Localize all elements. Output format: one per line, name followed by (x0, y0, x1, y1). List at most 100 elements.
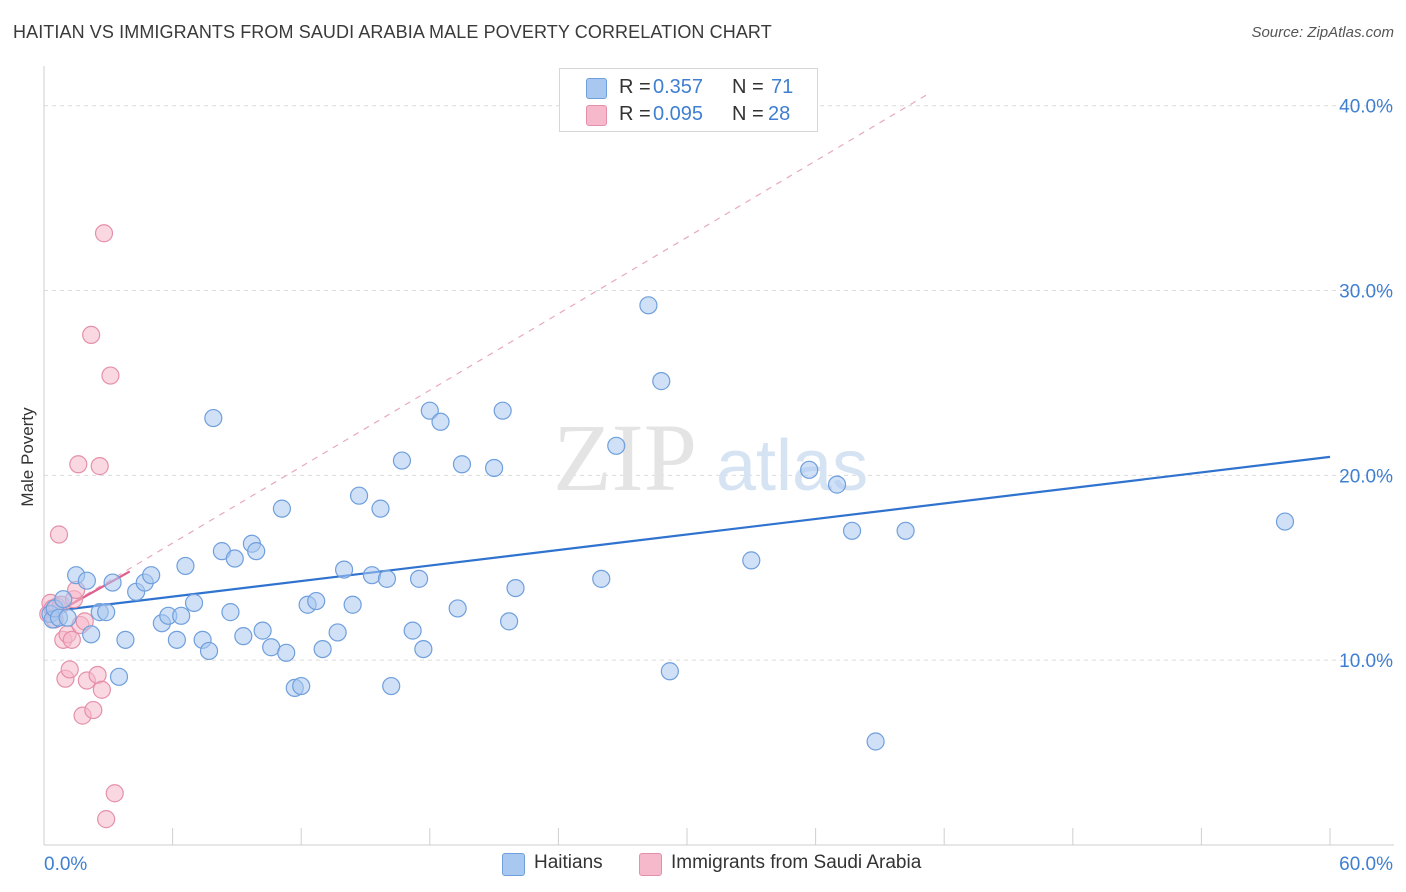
y-axis-label: Male Poverty (18, 407, 37, 507)
point-haitian (742, 551, 761, 570)
point-haitian (109, 667, 129, 686)
point-haitian (247, 542, 266, 561)
point-haitian (403, 621, 422, 640)
watermark-atlas: atlas (716, 426, 868, 506)
legend: R = 0.357 N = 71 R = 0.095 N = 28 (559, 68, 818, 132)
point-haitian (652, 372, 671, 391)
point-haitian (362, 566, 382, 585)
point-haitian (1275, 512, 1295, 531)
point-haitian (409, 569, 429, 588)
point-haitian (277, 643, 296, 662)
point-haitian (392, 451, 412, 470)
point-haitian (866, 732, 885, 751)
point-haitian (328, 623, 347, 642)
x-tick-label: 60.0% (1339, 854, 1393, 875)
legend-r-label: R = (619, 103, 651, 125)
point-haitian (77, 571, 96, 590)
point-saudi (69, 455, 88, 474)
point-haitian (225, 549, 244, 568)
legend-swatch-saudi (586, 105, 607, 126)
legend-r-value: 0.357 (653, 76, 704, 98)
point-haitian (827, 475, 847, 494)
data-points (39, 224, 1295, 829)
watermark: ZIP atlas (553, 404, 868, 511)
point-haitian (506, 579, 525, 598)
point-haitian (54, 590, 73, 609)
point-saudi (105, 784, 124, 803)
point-haitian (343, 595, 362, 614)
trend-line-haitians (43, 455, 1331, 614)
point-haitian (172, 606, 191, 625)
point-haitian (334, 560, 354, 579)
point-haitian (292, 676, 311, 696)
point-haitian (800, 460, 819, 479)
point-haitian (349, 486, 369, 505)
point-haitian (116, 630, 135, 649)
axes (43, 66, 1394, 846)
trend-lines (43, 94, 1331, 621)
point-haitian (500, 612, 519, 631)
y-tick-label: 10.0% (1339, 651, 1393, 672)
source-label: Source: ZipAtlas.com (1251, 24, 1394, 41)
point-haitian (167, 630, 186, 649)
tick-labels: 10.0% 20.0% 30.0% 40.0% 0.0% 60.0% (44, 97, 1393, 875)
legend-r-value: 0.095 (653, 103, 704, 125)
point-saudi (92, 680, 111, 699)
point-haitian (176, 556, 195, 576)
point-haitian (142, 566, 161, 585)
point-haitian (234, 627, 253, 646)
point-haitian (431, 412, 450, 431)
point-saudi (60, 660, 79, 679)
point-haitian (592, 569, 611, 588)
bottom-legend-swatch-saudi (639, 853, 662, 876)
point-haitian (896, 521, 915, 540)
point-saudi (90, 457, 109, 476)
point-haitian (842, 521, 862, 540)
point-haitian (82, 625, 101, 644)
point-haitian (382, 676, 401, 696)
point-saudi (94, 224, 114, 243)
point-saudi (101, 366, 120, 385)
x-tick-label: 0.0% (44, 854, 87, 875)
legend-n-label: N = (732, 76, 764, 98)
point-haitian (414, 639, 433, 659)
point-haitian (253, 621, 272, 640)
point-haitian (204, 408, 223, 428)
point-saudi (62, 630, 81, 649)
legend-n-value: 28 (768, 103, 791, 125)
point-haitian (377, 569, 397, 588)
point-saudi (84, 700, 103, 720)
point-haitian (199, 641, 219, 661)
legend-n-value: 71 (771, 76, 794, 98)
point-haitian (272, 499, 292, 518)
point-haitian (307, 591, 326, 611)
point-saudi (82, 325, 101, 344)
point-haitian (58, 608, 77, 627)
point-haitian (607, 436, 626, 455)
point-saudi (49, 525, 69, 544)
point-haitian (448, 599, 467, 618)
y-tick-label: 20.0% (1339, 466, 1393, 487)
point-haitian (221, 603, 240, 622)
bottom-legend-label-saudi: Immigrants from Saudi Arabia (671, 852, 922, 873)
watermark-zip: ZIP (553, 404, 697, 511)
bottom-legend-label-haitians: Haitians (534, 852, 603, 873)
point-haitian (97, 603, 116, 622)
point-haitian (313, 639, 332, 659)
point-haitian (184, 593, 204, 612)
point-haitian (493, 401, 512, 420)
legend-n-label: N = (732, 103, 764, 125)
chart-title: HAITIAN VS IMMIGRANTS FROM SAUDI ARABIA … (13, 22, 772, 42)
legend-r-label: R = (619, 76, 651, 98)
legend-swatch-haitians (586, 78, 607, 99)
y-tick-label: 30.0% (1339, 282, 1393, 303)
grid-lines (44, 105, 1394, 661)
bottom-legend-swatch-haitians (502, 853, 525, 876)
point-haitian (371, 499, 390, 518)
point-haitian (660, 662, 679, 681)
point-haitian (420, 401, 439, 420)
y-tick-label: 40.0% (1339, 97, 1393, 118)
point-haitian (639, 296, 658, 315)
point-saudi (97, 810, 116, 829)
